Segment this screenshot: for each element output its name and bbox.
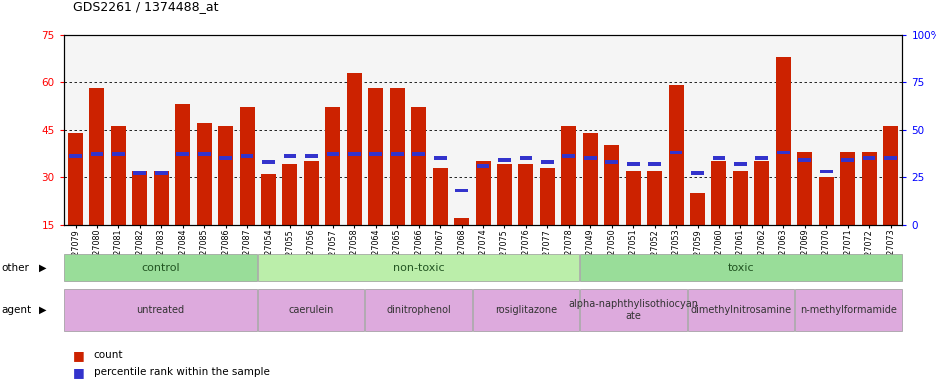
Bar <box>282 164 298 272</box>
Bar <box>840 152 855 272</box>
Text: dimethylnitrosamine: dimethylnitrosamine <box>690 305 791 315</box>
Bar <box>69 154 81 158</box>
Bar <box>112 152 124 156</box>
Bar <box>710 161 725 272</box>
Text: n-methylformamide: n-methylformamide <box>799 305 896 315</box>
Text: untreated: untreated <box>137 305 184 315</box>
Text: non-toxic: non-toxic <box>392 263 444 273</box>
Bar <box>175 104 190 272</box>
Bar <box>862 156 874 160</box>
Bar <box>561 126 576 272</box>
Bar <box>562 154 575 158</box>
Bar <box>733 162 746 166</box>
Bar <box>390 152 403 156</box>
Text: control: control <box>141 263 180 273</box>
Bar <box>241 154 254 158</box>
Bar <box>432 168 447 272</box>
Text: GDS2261 / 1374488_at: GDS2261 / 1374488_at <box>73 0 218 13</box>
Bar <box>219 156 232 160</box>
Bar <box>218 126 233 272</box>
Bar <box>197 152 211 156</box>
Bar <box>369 152 382 156</box>
Bar <box>711 156 724 160</box>
Bar <box>476 164 489 168</box>
Text: toxic: toxic <box>727 263 753 273</box>
Bar <box>539 168 554 272</box>
Bar <box>305 154 317 158</box>
Bar <box>346 73 361 272</box>
Text: rosiglitazone: rosiglitazone <box>494 305 557 315</box>
Bar <box>284 154 296 158</box>
Text: agent: agent <box>2 305 32 315</box>
Bar <box>648 162 660 166</box>
Bar <box>540 160 553 164</box>
Text: ■: ■ <box>73 366 85 379</box>
Bar <box>240 108 255 272</box>
Bar <box>176 152 189 156</box>
Bar <box>604 146 619 272</box>
Bar <box>861 152 876 272</box>
Text: dinitrophenol: dinitrophenol <box>386 305 450 315</box>
Bar <box>262 160 274 164</box>
Bar <box>518 164 533 272</box>
Text: count: count <box>94 350 123 360</box>
Bar <box>261 174 276 272</box>
Bar <box>754 156 768 160</box>
Bar <box>89 88 104 272</box>
Bar <box>110 126 125 272</box>
Bar <box>882 126 897 272</box>
Bar <box>412 152 425 156</box>
Bar <box>132 171 147 272</box>
Bar <box>325 108 340 272</box>
Text: ▶: ▶ <box>39 305 47 315</box>
Text: other: other <box>2 263 30 273</box>
Bar <box>841 158 853 162</box>
Bar <box>797 158 811 162</box>
Text: percentile rank within the sample: percentile rank within the sample <box>94 367 270 377</box>
Bar <box>753 161 768 272</box>
Text: ▶: ▶ <box>39 263 47 273</box>
Bar <box>605 160 618 164</box>
Text: alpha-naphthylisothiocyan
ate: alpha-naphthylisothiocyan ate <box>568 299 698 321</box>
Bar <box>91 152 103 156</box>
Bar <box>496 164 511 272</box>
Bar <box>689 193 704 272</box>
Bar <box>669 151 681 154</box>
Bar <box>498 158 510 162</box>
Bar <box>625 171 640 272</box>
Bar <box>347 152 360 156</box>
Text: caerulein: caerulein <box>288 305 333 315</box>
Bar <box>68 133 83 272</box>
Bar <box>197 123 212 272</box>
Bar <box>775 57 790 272</box>
Bar <box>884 156 896 160</box>
Bar <box>667 85 683 272</box>
Bar <box>389 88 404 272</box>
Bar <box>154 171 168 272</box>
Bar <box>133 171 146 175</box>
Bar <box>519 156 532 160</box>
Bar <box>691 171 703 175</box>
Bar <box>732 171 747 272</box>
Bar <box>475 161 490 272</box>
Bar <box>368 88 383 272</box>
Bar <box>582 133 597 272</box>
Bar <box>776 151 789 154</box>
Text: ■: ■ <box>73 349 85 362</box>
Bar <box>154 171 168 175</box>
Bar <box>303 161 318 272</box>
Bar <box>626 162 639 166</box>
Bar <box>583 156 596 160</box>
Bar <box>326 152 339 156</box>
Bar <box>433 156 446 160</box>
Bar <box>411 108 426 272</box>
Bar <box>647 171 662 272</box>
Bar <box>455 189 467 192</box>
Bar <box>818 177 833 272</box>
Bar <box>797 152 812 272</box>
Bar <box>454 218 469 272</box>
Bar <box>819 169 832 173</box>
